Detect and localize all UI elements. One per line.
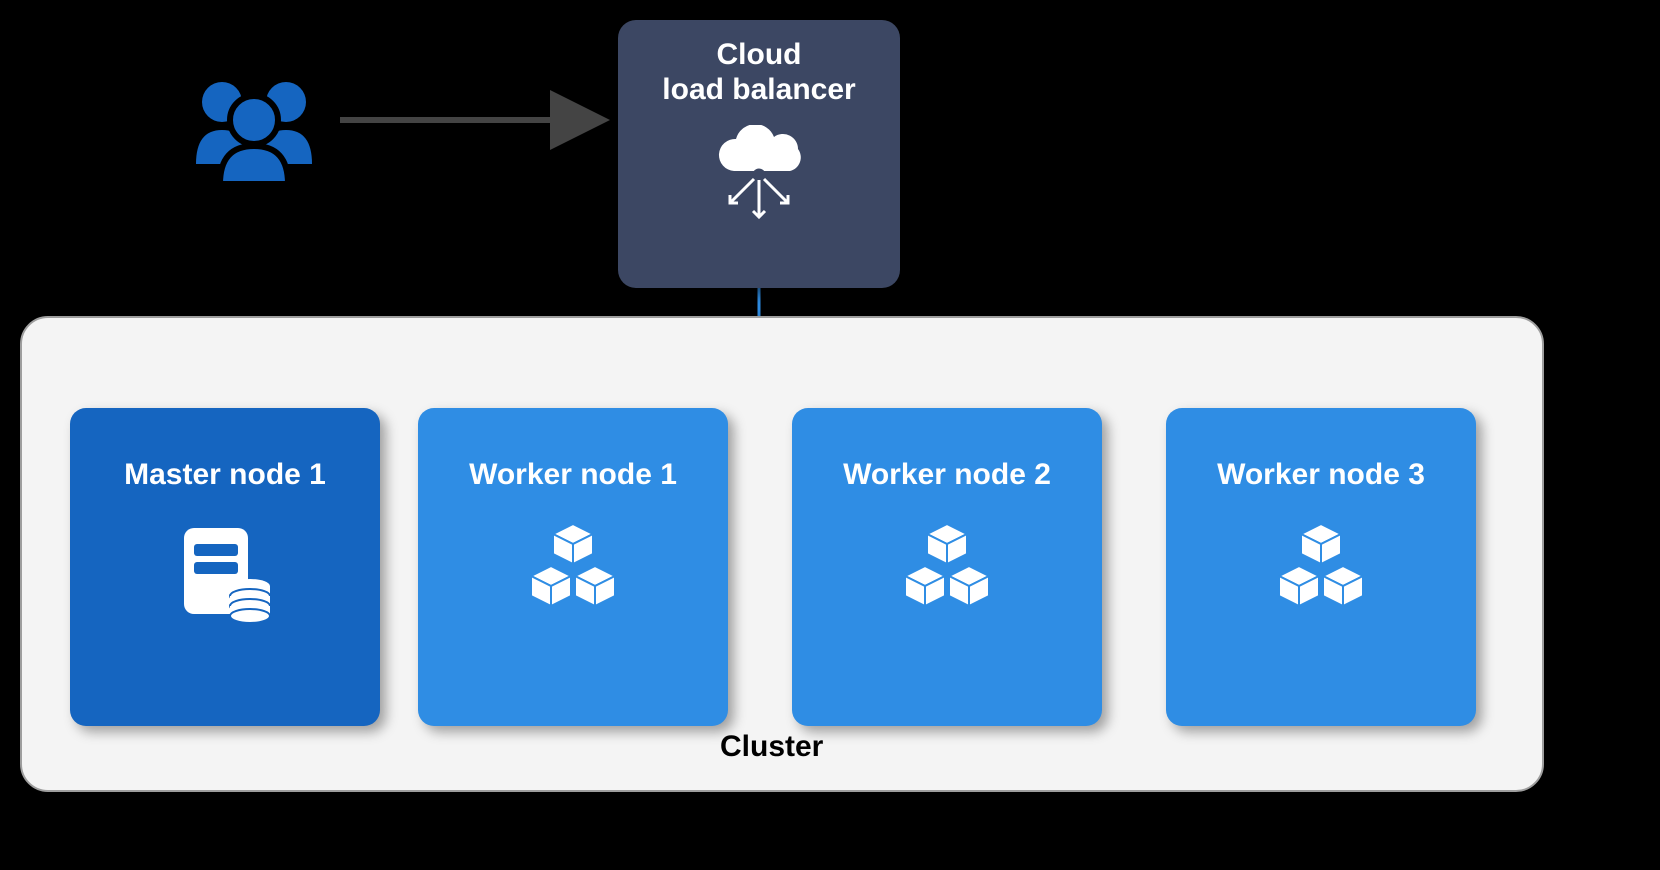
master-node-1-label: Master node 1 <box>124 458 326 492</box>
master-node-1: Master node 1 <box>70 408 380 726</box>
load-balancer-title: Cloud load balancer <box>662 38 855 107</box>
worker-node-3-label: Worker node 3 <box>1217 458 1425 492</box>
server-db-icon <box>170 520 280 635</box>
lb-title-line1: Cloud <box>717 38 802 71</box>
cubes-icon <box>1266 520 1376 625</box>
cubes-icon <box>892 520 1002 625</box>
worker-node-1: Worker node 1 <box>418 408 728 726</box>
lb-title-line2: load balancer <box>662 73 855 106</box>
worker-node-1-label: Worker node 1 <box>469 458 677 492</box>
worker-node-2: Worker node 2 <box>792 408 1102 726</box>
cloud-lb-icon <box>704 125 814 240</box>
load-balancer-box: Cloud load balancer <box>618 20 900 288</box>
cluster-label: Cluster <box>720 730 823 764</box>
users-icon <box>196 82 312 184</box>
diagram-canvas: Cloud load balancer Cluster <box>0 0 1660 870</box>
worker-node-2-label: Worker node 2 <box>843 458 1051 492</box>
worker-node-3: Worker node 3 <box>1166 408 1476 726</box>
cubes-icon <box>518 520 628 625</box>
